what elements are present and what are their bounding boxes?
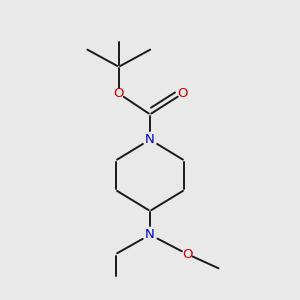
Text: N: N [145, 133, 155, 146]
Text: O: O [182, 248, 192, 260]
Text: N: N [145, 228, 155, 241]
Text: O: O [113, 87, 124, 100]
Text: O: O [177, 87, 188, 100]
